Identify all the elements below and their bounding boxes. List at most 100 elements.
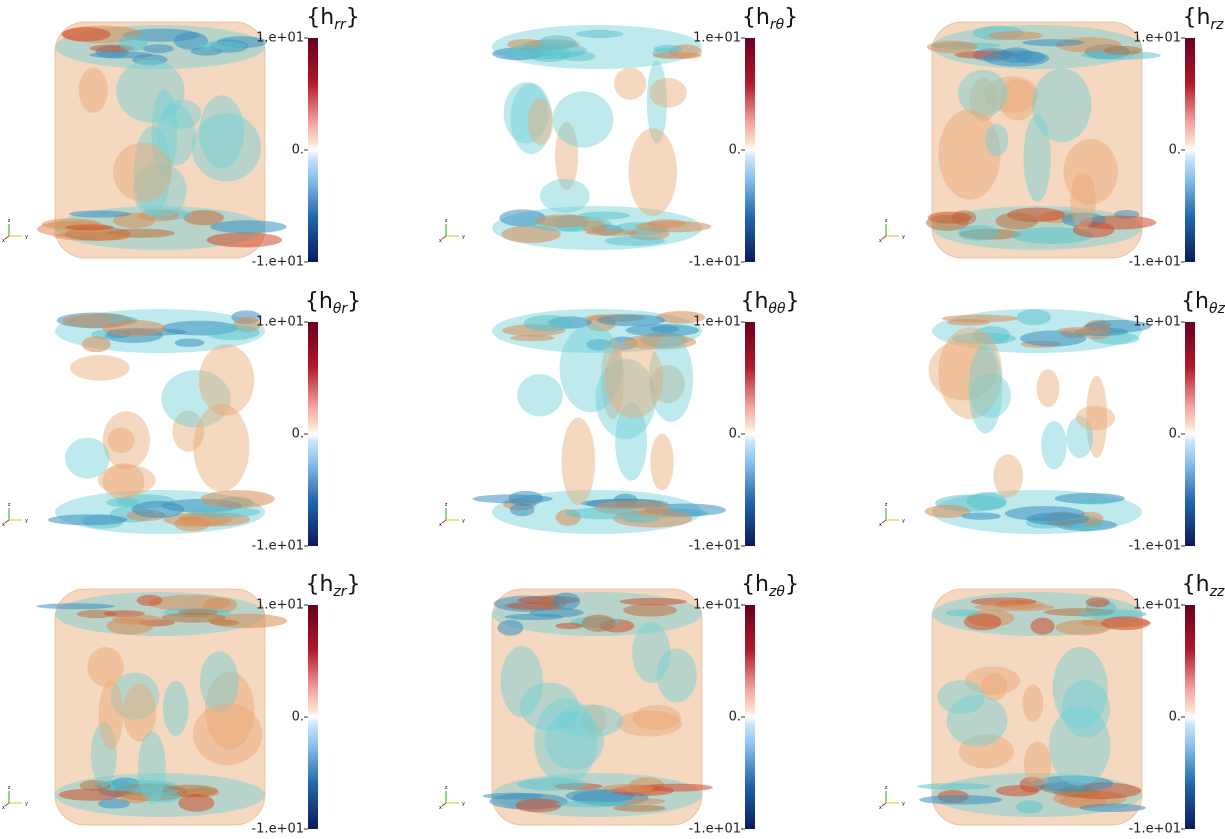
blob [648, 335, 694, 422]
blob [581, 704, 607, 735]
blob [508, 490, 543, 507]
title-end: } [347, 289, 361, 314]
blob [1066, 416, 1094, 459]
blob [527, 98, 554, 145]
blob [156, 103, 196, 166]
colorbar-tick-label: 1.e+01 [256, 598, 304, 613]
axes-triad: z y x [439, 218, 465, 244]
panel: zyx{hzr}1.e+010.-1.e+01 [2, 572, 361, 837]
axis-label: z [445, 502, 448, 508]
blob [517, 778, 588, 791]
blob [625, 798, 666, 805]
title-main: {h [1182, 572, 1210, 597]
title-end: } [347, 572, 361, 597]
axis-label: x [879, 238, 882, 244]
blob [595, 358, 656, 440]
blob [1052, 646, 1108, 729]
blob [966, 492, 1007, 511]
blob [200, 490, 275, 508]
blob [191, 113, 262, 182]
blob [36, 603, 115, 610]
blob [1032, 68, 1092, 143]
blob [193, 403, 250, 492]
blob [102, 320, 166, 337]
panel: zyx{hzθ}1.e+010.-1.e+01 [439, 572, 799, 837]
title-sub: θθ [768, 301, 786, 317]
blob [641, 783, 713, 792]
title-main: {h [1181, 289, 1209, 314]
title-sub: zr [332, 584, 347, 600]
panel: zyx{hθr}1.e+010.-1.e+01 [2, 289, 361, 554]
blob [925, 214, 969, 231]
blob [552, 91, 614, 148]
blob [964, 666, 1021, 695]
blob [98, 680, 124, 750]
blob [616, 710, 683, 737]
blob [509, 41, 587, 60]
blob [110, 672, 160, 720]
blob [623, 603, 677, 617]
blob [963, 613, 1002, 631]
blob [1049, 706, 1111, 786]
blob [559, 324, 623, 413]
blob [102, 411, 150, 470]
axis [4, 802, 10, 807]
axis-label: y [462, 518, 465, 524]
title-main: {h [1182, 5, 1210, 30]
blob [938, 327, 1003, 419]
blob [969, 78, 998, 122]
blob [632, 622, 671, 683]
panel-title: {hθr} [305, 289, 361, 317]
blob [188, 506, 261, 518]
blob [58, 788, 123, 801]
blob [1023, 114, 1051, 202]
blob [582, 220, 607, 234]
blob [132, 54, 168, 66]
title-end: } [786, 289, 800, 314]
blob [968, 344, 1003, 434]
axis-label: y [25, 801, 28, 807]
blob [106, 617, 154, 635]
blob [87, 646, 124, 687]
axis-label: x [2, 522, 5, 528]
axis-label: y [902, 801, 905, 807]
axis-label: y [462, 234, 465, 240]
blob [1063, 138, 1118, 205]
panel-title: {hzz} [1182, 572, 1225, 600]
blob [957, 225, 1000, 241]
blob [941, 314, 1019, 323]
colorbar-tick-label: 1.e+01 [1133, 31, 1181, 46]
isosurface-render [48, 309, 275, 534]
blob [113, 212, 155, 229]
blob [161, 612, 226, 623]
blob [938, 108, 1001, 200]
blob [1016, 309, 1051, 326]
blob [656, 648, 697, 703]
cylinder-body [54, 21, 266, 259]
axis-label: z [445, 785, 448, 791]
blob [987, 31, 1044, 40]
panel-title: {hzr} [305, 572, 360, 600]
blob [116, 59, 185, 123]
colorbar-tick-label: 0. [729, 427, 741, 442]
title-sub: rz [1210, 17, 1224, 33]
blob [601, 337, 625, 420]
axis-label: y [902, 518, 905, 524]
blob [952, 332, 1016, 345]
blob [133, 126, 171, 216]
blob [206, 232, 283, 248]
axis-label: x [879, 522, 882, 528]
colorbar-tick-label: -1.e+01 [688, 255, 741, 270]
title-end: } [346, 5, 360, 30]
blob [539, 178, 590, 213]
blob [1101, 616, 1150, 631]
colorbar-tick-label: 1.e+01 [693, 315, 741, 330]
blob [142, 44, 174, 54]
axis-label: x [2, 238, 5, 244]
axis [441, 235, 447, 240]
blob [132, 162, 187, 219]
colorbar-tick-label: 0. [1169, 427, 1181, 442]
blob [131, 500, 185, 519]
blob [998, 47, 1034, 63]
